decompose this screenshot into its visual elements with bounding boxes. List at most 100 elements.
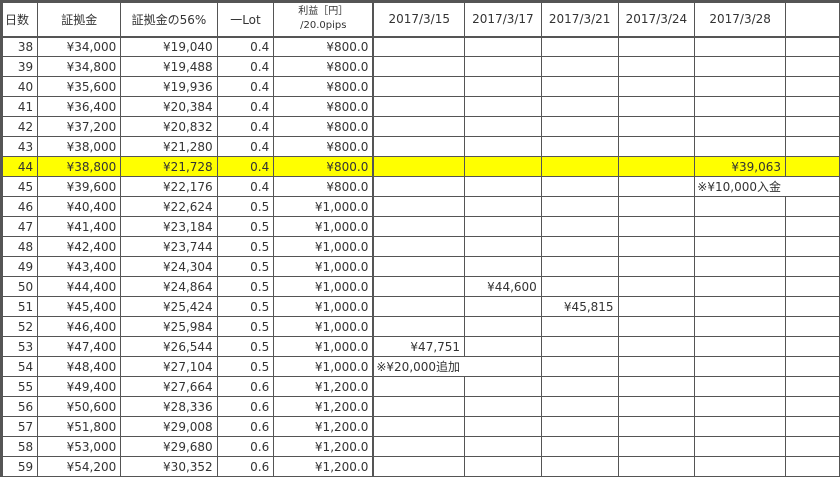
profit-cell[interactable]: ¥1,000.0 <box>273 336 375 357</box>
date-cell-2[interactable] <box>464 76 542 97</box>
day-cell[interactable]: 39 <box>0 56 39 77</box>
date-cell-2[interactable] <box>464 236 542 257</box>
date-cell-2[interactable] <box>464 436 542 457</box>
margin-cell[interactable]: ¥35,600 <box>37 76 122 97</box>
date-cell-3[interactable] <box>540 396 619 417</box>
day-cell[interactable]: 54 <box>0 356 39 377</box>
date-cell-5[interactable] <box>694 136 786 157</box>
date-cell-2[interactable] <box>464 456 542 477</box>
margin-cell[interactable]: ¥51,800 <box>37 416 122 437</box>
margin-56-cell[interactable]: ¥27,104 <box>120 356 218 377</box>
margin-cell[interactable]: ¥39,600 <box>37 176 122 197</box>
date-cell-1[interactable] <box>372 176 466 197</box>
day-cell[interactable]: 50 <box>0 276 39 297</box>
margin-56-cell[interactable]: ¥30,352 <box>120 456 218 477</box>
lot-cell[interactable]: 0.5 <box>216 276 275 297</box>
profit-cell[interactable]: ¥1,200.0 <box>273 396 375 417</box>
margin-cell[interactable]: ¥48,400 <box>37 356 122 377</box>
margin-56-cell[interactable]: ¥21,280 <box>120 136 218 157</box>
profit-cell[interactable]: ¥1,200.0 <box>273 416 375 437</box>
date-cell-5[interactable] <box>694 456 786 477</box>
margin-56-cell[interactable]: ¥26,544 <box>120 336 218 357</box>
empty-cell[interactable] <box>784 256 840 277</box>
empty-cell[interactable] <box>784 436 840 457</box>
day-cell[interactable]: 41 <box>0 96 39 117</box>
empty-cell[interactable] <box>784 336 840 357</box>
lot-cell[interactable]: 0.5 <box>216 256 275 277</box>
margin-56-cell[interactable]: ¥25,984 <box>120 316 218 337</box>
date-cell-5[interactable] <box>694 296 786 317</box>
date-cell-3[interactable] <box>540 196 619 217</box>
margin-cell[interactable]: ¥38,800 <box>37 156 122 177</box>
date-cell-3[interactable] <box>540 376 619 397</box>
empty-cell[interactable] <box>784 316 840 337</box>
day-cell[interactable]: 51 <box>0 296 39 317</box>
empty-cell[interactable] <box>784 136 840 157</box>
date-cell-1[interactable] <box>372 436 466 457</box>
date-cell-2[interactable] <box>464 336 542 357</box>
date-cell-4[interactable] <box>617 36 696 57</box>
date-cell-4[interactable] <box>617 396 696 417</box>
profit-cell[interactable]: ¥800.0 <box>273 36 375 57</box>
empty-cell[interactable] <box>784 296 840 317</box>
date-cell-4[interactable] <box>617 56 696 77</box>
profit-cell[interactable]: ¥1,000.0 <box>273 356 375 377</box>
date-cell-4[interactable] <box>617 456 696 477</box>
empty-cell[interactable] <box>784 216 840 237</box>
date-cell-1[interactable] <box>372 116 466 137</box>
empty-cell[interactable] <box>784 56 840 77</box>
margin-56-cell[interactable]: ¥23,184 <box>120 216 218 237</box>
date-cell-3[interactable] <box>540 116 619 137</box>
date-cell-1[interactable]: ※¥20,000追加 <box>372 356 465 377</box>
day-cell[interactable]: 49 <box>0 256 39 277</box>
date-cell-3[interactable] <box>540 36 619 57</box>
date-cell-1[interactable] <box>372 76 466 97</box>
lot-cell[interactable]: 0.5 <box>216 336 275 357</box>
lot-cell[interactable]: 0.6 <box>216 456 275 477</box>
date-cell-2[interactable] <box>464 316 542 337</box>
date-cell-3[interactable] <box>540 96 619 117</box>
margin-cell[interactable]: ¥34,000 <box>37 36 122 57</box>
lot-cell[interactable]: 0.6 <box>216 436 275 457</box>
margin-56-cell[interactable]: ¥21,728 <box>120 156 218 177</box>
date-cell-1[interactable] <box>372 96 466 117</box>
date-cell-2[interactable] <box>464 176 542 197</box>
day-cell[interactable]: 57 <box>0 416 39 437</box>
margin-cell[interactable]: ¥34,800 <box>37 56 122 77</box>
date-cell-1[interactable] <box>372 36 466 57</box>
margin-56-cell[interactable]: ¥22,176 <box>120 176 218 197</box>
date-cell-5[interactable] <box>694 196 786 217</box>
empty-cell[interactable] <box>784 376 840 397</box>
date-cell-5[interactable]: ¥39,063 <box>694 156 786 177</box>
header-date-2[interactable]: 2017/3/17 <box>464 0 542 38</box>
margin-cell[interactable]: ¥46,400 <box>37 316 122 337</box>
date-cell-2[interactable] <box>464 296 542 317</box>
date-cell-4[interactable] <box>617 416 696 437</box>
date-cell-5[interactable] <box>694 96 786 117</box>
date-cell-3[interactable] <box>540 56 619 77</box>
profit-cell[interactable]: ¥800.0 <box>273 176 375 197</box>
date-cell-2[interactable] <box>464 156 542 177</box>
day-cell[interactable]: 56 <box>0 396 39 417</box>
date-cell-4[interactable] <box>617 96 696 117</box>
empty-cell[interactable] <box>784 236 840 257</box>
date-cell-5[interactable] <box>694 376 786 397</box>
date-cell-3[interactable] <box>540 156 619 177</box>
day-cell[interactable]: 55 <box>0 376 39 397</box>
date-cell-3[interactable] <box>540 136 619 157</box>
margin-56-cell[interactable]: ¥29,680 <box>120 436 218 457</box>
empty-cell[interactable] <box>784 116 840 137</box>
date-cell-2[interactable] <box>464 256 542 277</box>
date-cell-4[interactable] <box>617 196 696 217</box>
lot-cell[interactable]: 0.6 <box>216 396 275 417</box>
lot-cell[interactable]: 0.4 <box>216 36 275 57</box>
date-cell-1[interactable] <box>372 376 466 397</box>
date-cell-1[interactable] <box>372 256 466 277</box>
empty-cell[interactable] <box>784 36 840 57</box>
day-cell[interactable]: 59 <box>0 456 39 477</box>
date-cell-3[interactable] <box>540 276 619 297</box>
header-date-4[interactable]: 2017/3/24 <box>617 0 696 38</box>
header-empty[interactable] <box>784 0 840 38</box>
date-cell-1[interactable] <box>372 396 466 417</box>
header-lot[interactable]: 一Lot <box>216 0 275 38</box>
